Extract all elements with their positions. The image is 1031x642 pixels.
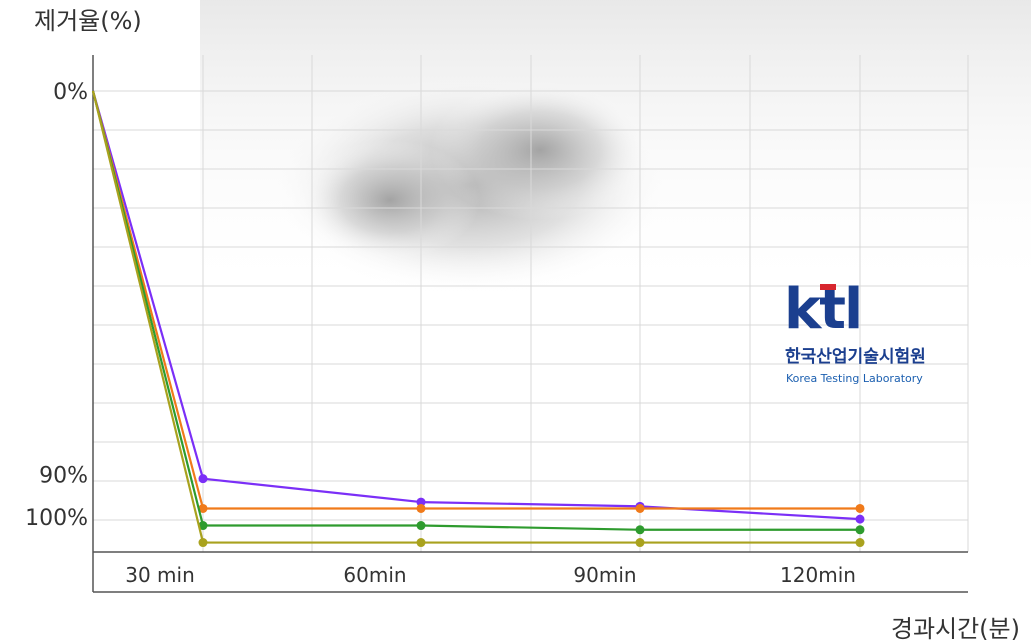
data-point bbox=[416, 503, 426, 513]
data-point bbox=[416, 521, 426, 531]
ktl-logo: ktl 한국산업기술시험원 Korea Testing Laboratory bbox=[784, 277, 926, 385]
data-point bbox=[635, 538, 645, 548]
data-point bbox=[855, 514, 865, 524]
data-point bbox=[198, 521, 208, 531]
data-point bbox=[416, 497, 426, 507]
data-point bbox=[198, 474, 208, 484]
x-axis-label: 경과시간(분) bbox=[891, 615, 1020, 642]
y-axis-label: 제거율(%) bbox=[34, 7, 142, 35]
logo-name-en: Korea Testing Laboratory bbox=[786, 372, 923, 385]
y-tick-label: 100% bbox=[25, 506, 88, 531]
data-point bbox=[635, 525, 645, 535]
logo-name-ko: 한국산업기술시험원 bbox=[785, 346, 926, 367]
logo-red-accent bbox=[820, 284, 836, 290]
data-point bbox=[198, 538, 208, 548]
x-tick-label: 120min bbox=[780, 563, 856, 587]
y-tick-label: 0% bbox=[53, 80, 88, 105]
x-tick-label: 60min bbox=[343, 563, 406, 587]
axes bbox=[92, 55, 968, 593]
x-tick-label: 90min bbox=[573, 563, 636, 587]
y-tick-label: 90% bbox=[39, 463, 88, 488]
data-point bbox=[198, 503, 208, 513]
data-point bbox=[635, 503, 645, 513]
data-point bbox=[416, 538, 426, 548]
x-tick-label: 30 min bbox=[125, 563, 195, 587]
x-tick-labels: 30 min 60min 90min 120min bbox=[125, 563, 856, 587]
series-lines bbox=[91, 90, 865, 548]
background-smoke-image bbox=[200, 0, 1031, 300]
data-point bbox=[855, 503, 865, 513]
grid bbox=[92, 55, 969, 552]
y-tick-labels: 0% 90% 100% bbox=[25, 80, 88, 531]
data-point bbox=[855, 525, 865, 535]
data-point bbox=[855, 538, 865, 548]
